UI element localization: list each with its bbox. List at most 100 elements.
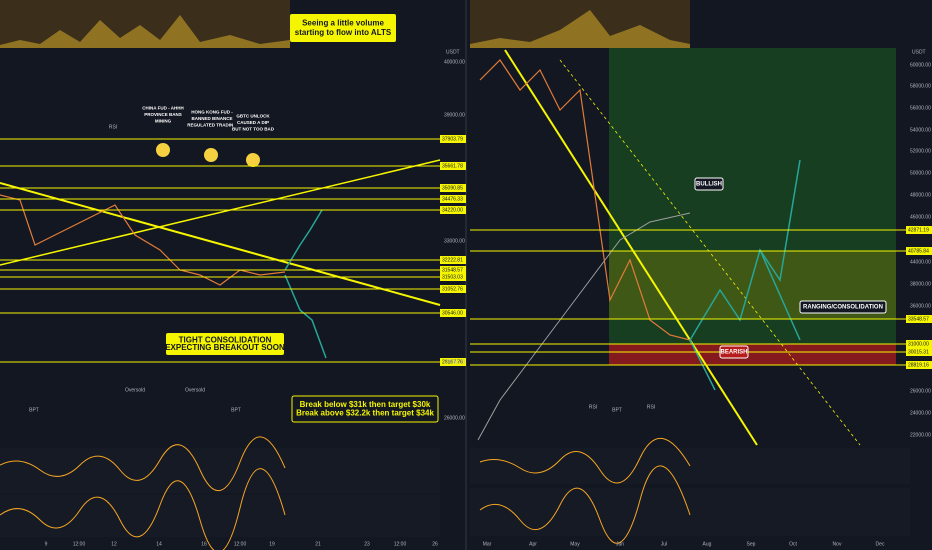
axis-label: 60000.00: [910, 62, 931, 68]
price-path: [479, 59, 691, 341]
signal-label: BPT: [231, 407, 241, 413]
price-label: 40785.84: [908, 248, 929, 254]
bullish-note-text: BULLISH: [696, 182, 722, 188]
axis-label: 46000.00: [910, 214, 931, 220]
x-label: Dec: [876, 541, 885, 547]
x-label: 21: [315, 541, 321, 547]
currency: USDT: [446, 49, 460, 55]
china-note-text: PROVINCE BANS: [144, 112, 182, 117]
x-label: 9: [45, 541, 48, 547]
x-label: 23: [364, 541, 370, 547]
axis-label: 40000.00: [444, 59, 465, 65]
axis-label: 50000.00: [910, 170, 931, 176]
projection-side: [759, 249, 801, 341]
axis-label: 44000.00: [910, 259, 931, 265]
ranging-note-text: RANGING/CONSOLIDATION: [803, 305, 883, 311]
price-label: 31503.03: [442, 274, 463, 280]
axis-label: 33000.00: [444, 238, 465, 244]
x-label: 12: [111, 541, 117, 547]
price-label: 30015.31: [908, 349, 929, 355]
bearish-note-text: BEARISH: [720, 350, 747, 356]
china-note-text: CHINA FUD - AHHH: [142, 106, 183, 111]
indicator-pane: [0, 448, 440, 493]
price-label: 31052.76: [442, 286, 463, 292]
axis-label: 36000.00: [910, 303, 931, 309]
trend-line: [0, 182, 441, 306]
projection-up: [689, 159, 801, 341]
bearish-note-box: [719, 345, 749, 359]
projection-down: [284, 274, 327, 359]
gbtc-note-box: [233, 110, 273, 136]
price-path: [0, 194, 286, 286]
x-label: 26: [432, 541, 438, 547]
china-note-box: [143, 102, 183, 128]
price-label: 33548.57: [908, 316, 929, 322]
price-label: 28167.76: [442, 359, 463, 365]
axis-label: 56000.00: [910, 105, 931, 111]
oscillator: [479, 438, 691, 484]
indicator-pane: [470, 488, 910, 536]
price-tag: [906, 247, 932, 255]
targets-note-box: [291, 395, 439, 423]
price-tag: [440, 162, 466, 170]
bullish-note-box: [694, 177, 724, 191]
gbtc-note-text: CAUSED A DIP: [237, 120, 269, 125]
price-tag: [440, 273, 466, 281]
x-label: 12:00: [234, 541, 247, 547]
axis-label: 48000.00: [910, 192, 931, 198]
x-label: 12:00: [394, 541, 407, 547]
axis-label: 52000.00: [910, 148, 931, 154]
price-tag: [906, 340, 932, 348]
currency: USDT: [912, 49, 926, 55]
x-label: Aug: [703, 541, 712, 547]
price-label: 34476.33: [442, 196, 463, 202]
ranging-note-box: [799, 300, 887, 314]
price-label: 31000.00: [908, 341, 929, 347]
x-label: 12:00: [73, 541, 86, 547]
price-tag: [440, 135, 466, 143]
targets-note-text: Break above $32.2k then target $34k: [296, 408, 434, 417]
axis-label: 38000.00: [910, 281, 931, 287]
x-label: Jun: [616, 541, 624, 547]
consolidation-note-box: [166, 333, 284, 355]
bullish-zone: [609, 48, 896, 344]
price-tag: [906, 315, 932, 323]
x-label: 19: [269, 541, 275, 547]
emoji: [204, 148, 218, 162]
price-tag: [906, 348, 932, 356]
x-label: Oct: [789, 541, 797, 547]
axis-label: 26000.00: [444, 415, 465, 421]
price-tag: [906, 226, 932, 234]
consolidation-note-text: EXPECTING BREAKOUT SOON: [165, 343, 285, 352]
volume-area: [470, 10, 690, 48]
volume-area: [0, 15, 290, 48]
targets-note-text: Break below $31k then target $30k: [300, 400, 431, 409]
x-label: Nov: [833, 541, 842, 547]
price-tag: [440, 266, 466, 274]
x-label: Jul: [661, 541, 667, 547]
price-label: 30546.00: [442, 310, 463, 316]
price-tag: [440, 285, 466, 293]
signal-label: BPT: [29, 407, 39, 413]
axis-label: 39000.00: [444, 112, 465, 118]
axis-label: 26000.00: [910, 388, 931, 394]
signal-label: RSI: [109, 124, 117, 130]
hongkong-note-box: [191, 106, 233, 132]
volume-note-text: starting to flow into ALTS: [295, 28, 392, 37]
volume-note-box: [290, 14, 396, 42]
moving-average: [477, 212, 691, 441]
emoji: [246, 153, 260, 167]
hongkong-note-text: BANNED BINANCE: [191, 116, 232, 121]
price-label: 37903.79: [442, 136, 463, 142]
hongkong-note-text: HONG KONG FUD -: [191, 110, 233, 115]
bearish-zone: [609, 344, 896, 365]
price-label: 31548.57: [442, 267, 463, 273]
axis-label: 27000.00: [444, 359, 465, 365]
volume-note-text: Seeing a little volume: [302, 18, 384, 27]
price-tag: [440, 358, 466, 366]
oscillator: [479, 465, 691, 544]
trend-line: [0, 159, 441, 266]
price-tag: [440, 195, 466, 203]
trend-line: [504, 49, 758, 446]
